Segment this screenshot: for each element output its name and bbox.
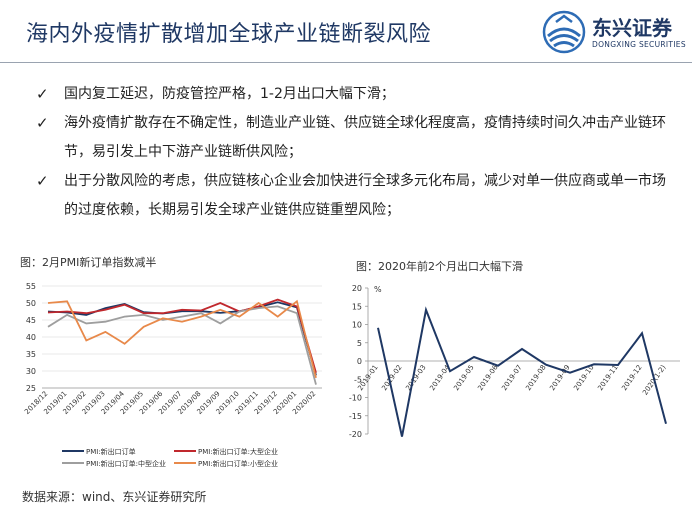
y-tick-label: 5: [357, 339, 362, 348]
y-tick-label: 40: [26, 333, 36, 342]
y-axis-unit: %: [374, 285, 382, 294]
y-tick-label: 45: [26, 316, 36, 325]
bullet-item: ✓ 出于分散风险的考虑，供应链核心企业会加快进行全球多元化布局，减少对单一供应商…: [36, 167, 676, 225]
x-tick-label: 2019-08: [524, 364, 547, 393]
y-tick-label: -20: [349, 430, 362, 439]
legend-label: PMI:新出口订单:大型企业: [198, 447, 278, 456]
y-tick-label: -5: [354, 375, 362, 384]
y-tick-label: -10: [349, 394, 362, 403]
pmi-line-chart: 253035404550552018/122019/012019/022019/…: [23, 282, 322, 468]
check-icon: ✓: [36, 114, 49, 132]
y-tick-label: 15: [352, 302, 362, 311]
company-logo: 东兴证券 DONGXING SECURITIES: [540, 8, 688, 58]
x-tick-label: 2019-09: [548, 364, 571, 393]
chart1-title: 图：2月PMI新订单指数减半: [20, 256, 157, 269]
y-tick-label: 20: [352, 284, 362, 293]
series-line-export: [377, 306, 667, 437]
legend-label: PMI:新出口订单:小型企业: [198, 459, 278, 468]
y-tick-label: 25: [26, 384, 36, 393]
logo-text-en: DONGXING SECURITIES: [592, 40, 686, 49]
legend-label: PMI:新出口订单:中型企业: [86, 459, 166, 468]
series-line-2: [47, 298, 317, 373]
y-tick-label: 0: [357, 357, 362, 366]
x-tick-label: 2019-12: [620, 364, 643, 393]
x-tick-label: 2019-07: [500, 364, 523, 393]
bullet-text: 海外疫情扩散存在不确定性，制造业产业链、供应链全球化程度高，疫情持续时间久冲击产…: [64, 115, 666, 160]
series-line-4: [47, 299, 317, 379]
chart2-title: 图：2020年前2个月出口大幅下滑: [356, 260, 523, 273]
y-tick-label: 35: [26, 350, 36, 359]
legend-label: PMI:新出口订单: [86, 447, 136, 456]
logo-globe-icon: [542, 10, 586, 54]
bullet-text: 出于分散风险的考虑，供应链核心企业会加快进行全球多元化布局，减少对单一供应商或单…: [64, 173, 666, 218]
header-divider: [0, 62, 692, 63]
y-tick-label: 55: [26, 282, 36, 291]
series-line-3: [47, 305, 317, 385]
x-tick-label: 2019-06: [476, 363, 500, 392]
data-source: 数据来源：wind、东兴证券研究所: [22, 490, 207, 504]
check-icon: ✓: [36, 85, 49, 103]
bullet-text: 国内复工延迟，防疫管控严格，1-2月出口大幅下滑；: [64, 86, 395, 102]
bullet-item: ✓ 国内复工延迟，防疫管控严格，1-2月出口大幅下滑；: [36, 80, 676, 109]
logo-text-cn: 东兴证券: [592, 16, 672, 40]
y-tick-label: -15: [349, 412, 362, 421]
bullet-list: ✓ 国内复工延迟，防疫管控严格，1-2月出口大幅下滑； ✓ 海外疫情扩散存在不确…: [36, 80, 676, 225]
bullet-item: ✓ 海外疫情扩散存在不确定性，制造业产业链、供应链全球化程度高，疫情持续时间久冲…: [36, 109, 676, 167]
y-tick-label: 10: [352, 321, 362, 330]
y-tick-label: 30: [26, 367, 36, 376]
x-tick-label: 2019-11: [596, 364, 619, 393]
check-icon: ✓: [36, 172, 49, 190]
page-title: 海内外疫情扩散增加全球产业链断裂风险: [26, 22, 432, 47]
y-tick-label: 50: [26, 299, 36, 308]
